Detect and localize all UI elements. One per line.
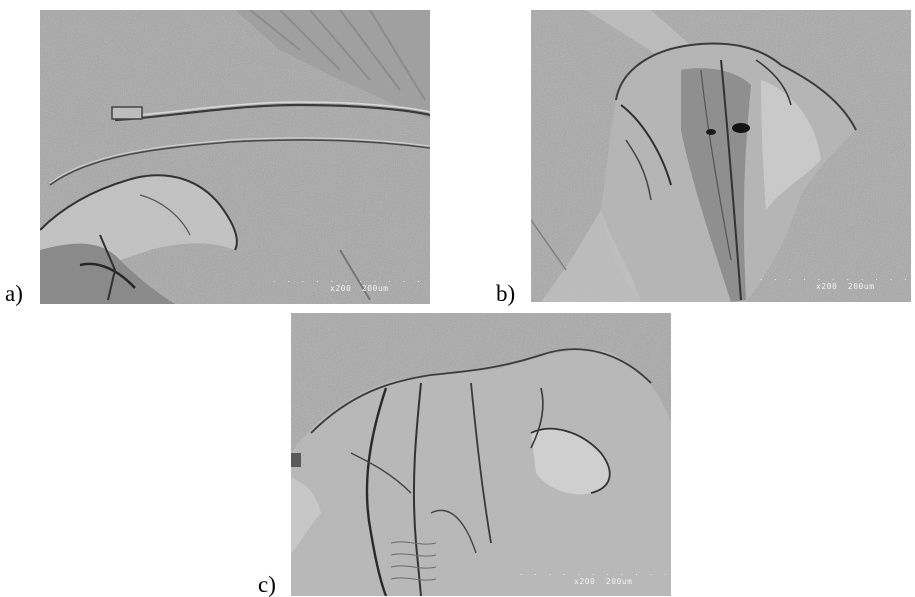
panel-label-b: b): [496, 281, 516, 306]
micrograph-c-image: [291, 313, 671, 596]
magnification-c: x200: [574, 577, 596, 586]
scale-bar-dots: . . . . . . . . . . .: [759, 274, 911, 282]
scale-label-c: x200 200um: [574, 577, 633, 586]
sem-micrograph-c: . . . . . . . . . . . x200 200um: [291, 313, 671, 596]
sem-micrograph-b: . . . . . . . . . . . x200 200um: [531, 10, 911, 302]
panel-label-c: c): [258, 572, 276, 597]
scale-value-c: 200um: [605, 577, 633, 586]
panel-label-a: a): [5, 281, 23, 306]
micrograph-b-image: [531, 10, 911, 302]
scale-label-b: x200 200um: [816, 282, 875, 291]
magnification-b: x200: [816, 282, 838, 291]
scale-label-a: x200 200um: [330, 284, 389, 293]
micrograph-a-image: [40, 10, 430, 304]
scale-value-b: 200um: [847, 282, 875, 291]
sem-micrograph-a: . . . . . . . . . . . x200 200um: [40, 10, 430, 304]
scale-bar-dots: . . . . . . . . . . .: [519, 569, 671, 577]
magnification-a: x200: [330, 284, 352, 293]
scale-value-a: 200um: [361, 284, 389, 293]
scale-bar-dots: . . . . . . . . . . .: [272, 276, 424, 284]
